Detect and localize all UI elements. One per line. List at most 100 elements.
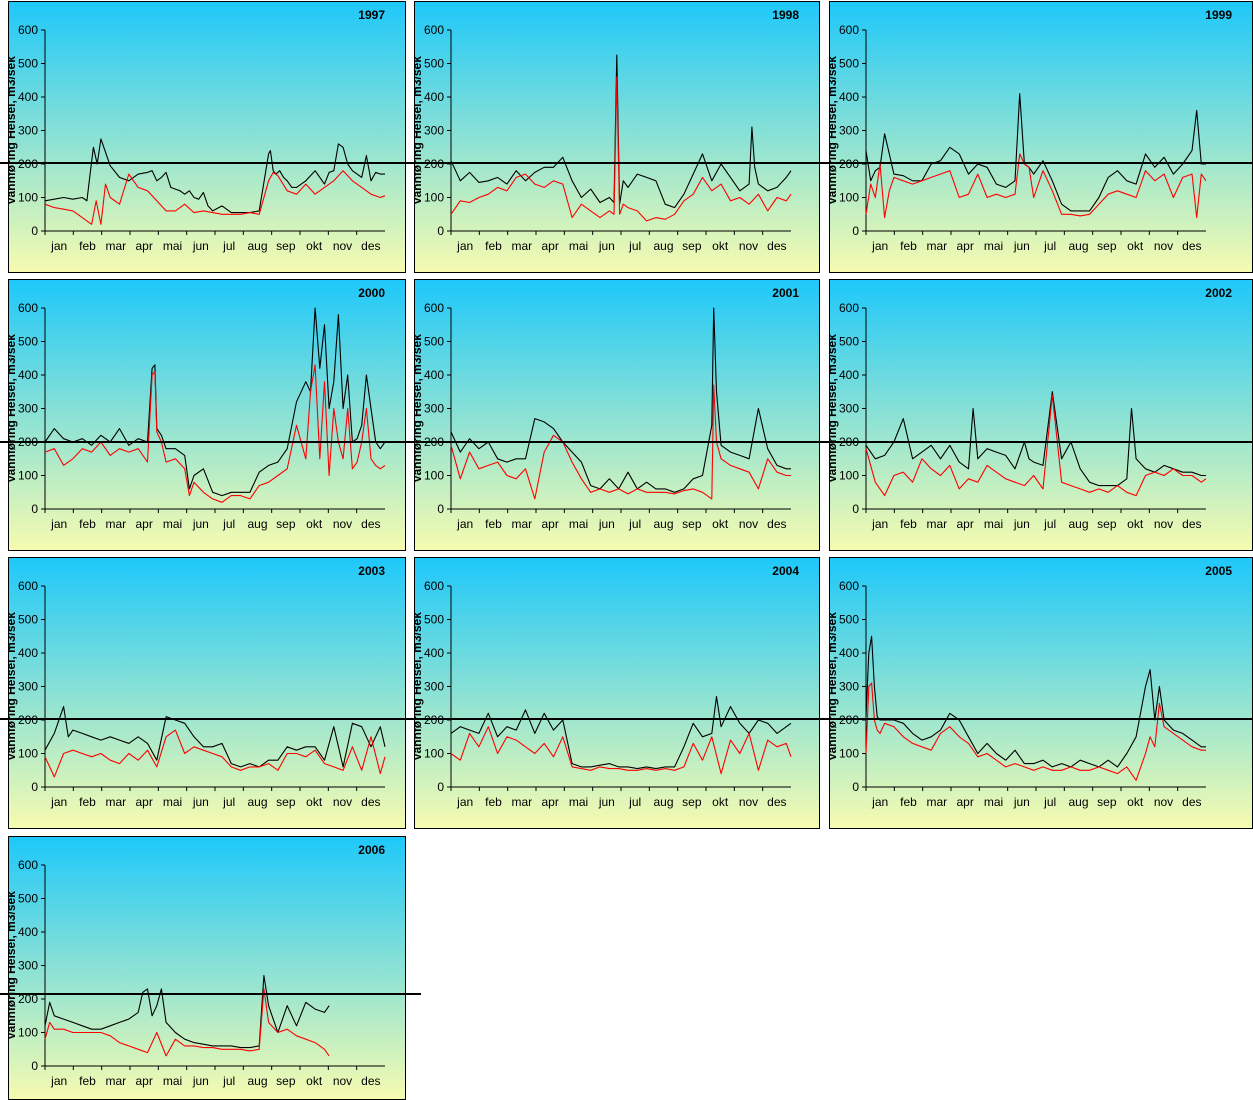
chart-title: 1997 — [358, 8, 385, 22]
y-tick-label: 500 — [839, 335, 859, 349]
x-tick-label: jun — [192, 1074, 209, 1088]
chart-title: 1998 — [772, 8, 799, 22]
x-tick-label: apr — [956, 795, 973, 809]
y-tick-label: 0 — [437, 780, 444, 794]
x-tick-label: okt — [712, 239, 729, 253]
x-tick-label: feb — [900, 795, 917, 809]
x-tick-label: aug — [653, 795, 673, 809]
y-tick-label: 200 — [424, 713, 444, 727]
chart-title: 2004 — [772, 564, 799, 578]
y-tick-label: 0 — [852, 224, 859, 238]
x-tick-label: mar — [511, 795, 532, 809]
y-tick-label: 400 — [839, 90, 859, 104]
x-tick-label: mai — [984, 517, 1003, 531]
x-tick-label: nov — [739, 517, 758, 531]
series-line-red — [865, 394, 1207, 497]
y-tick-label: 500 — [424, 335, 444, 349]
y-tick-label: 400 — [18, 646, 38, 660]
chart-panel-1998: 0 100 200 300 400 500 600 jan feb mar apr mai jun jul… — [414, 1, 820, 273]
x-tick-label: sep — [1097, 239, 1117, 253]
x-tick-label: jul — [1043, 517, 1056, 531]
x-tick-label: mar — [105, 517, 126, 531]
y-tick-label: 600 — [424, 23, 444, 37]
y-tick-label: 0 — [31, 502, 38, 516]
y-tick-label: 200 — [18, 992, 38, 1006]
x-tick-label: okt — [306, 517, 323, 531]
x-tick-label: jun — [1013, 795, 1030, 809]
x-tick-label: des — [361, 1074, 380, 1088]
y-tick-label: 300 — [424, 124, 444, 138]
y-tick-label: 300 — [18, 680, 38, 694]
y-tick-label: 100 — [839, 191, 859, 205]
series-line-black — [44, 975, 330, 1049]
y-axis-label: Vannføring Heisel, m3/sek — [830, 612, 839, 761]
x-tick-label: jan — [50, 795, 67, 809]
y-tick-label: 600 — [839, 23, 859, 37]
y-tick-label: 300 — [424, 680, 444, 694]
x-tick-label: nov — [333, 795, 352, 809]
x-tick-label: nov — [739, 795, 758, 809]
y-tick-label: 600 — [424, 579, 444, 593]
y-tick-label: 100 — [839, 469, 859, 483]
y-axis-label: Vannføring Heisel, m3/sek — [415, 56, 424, 205]
x-tick-label: feb — [485, 795, 502, 809]
chart-title: 2005 — [1205, 564, 1232, 578]
x-tick-label: mar — [105, 795, 126, 809]
x-tick-label: aug — [1068, 239, 1088, 253]
y-tick-label: 500 — [424, 613, 444, 627]
y-axis-label: Vannføring Heisel, m3/sek — [830, 56, 839, 205]
y-tick-label: 400 — [424, 646, 444, 660]
x-tick-label: sep — [682, 795, 702, 809]
y-tick-label: 600 — [424, 301, 444, 315]
x-tick-label: jun — [598, 517, 615, 531]
chart-panel-2000: 0 100 200 300 400 500 600 jan feb mar apr mai jun jul… — [8, 279, 406, 551]
y-tick-label: 500 — [839, 613, 859, 627]
y-tick-label: 0 — [437, 502, 444, 516]
x-tick-label: jun — [192, 239, 209, 253]
x-tick-label: aug — [1068, 795, 1088, 809]
y-tick-label: 100 — [424, 747, 444, 761]
chart-background — [9, 2, 405, 272]
x-tick-label: jun — [1013, 239, 1030, 253]
x-tick-label: jul — [1043, 239, 1056, 253]
x-tick-label: mar — [926, 239, 947, 253]
y-tick-label: 100 — [18, 469, 38, 483]
x-tick-label: mai — [163, 795, 182, 809]
y-tick-label: 100 — [18, 1026, 38, 1040]
y-axis-label: Vannføring Heisel, m3/sek — [9, 612, 18, 761]
x-tick-label: sep — [682, 239, 702, 253]
x-tick-label: okt — [1127, 795, 1144, 809]
x-tick-label: apr — [135, 517, 152, 531]
x-tick-label: jun — [192, 795, 209, 809]
chart-title: 2001 — [772, 286, 799, 300]
x-tick-label: jan — [50, 1074, 67, 1088]
y-tick-label: 300 — [424, 402, 444, 416]
chart-background — [415, 280, 819, 550]
x-tick-label: mar — [511, 239, 532, 253]
chart-panel-2004: 0 100 200 300 400 500 600 jan feb mar apr mai jun jul… — [414, 557, 820, 829]
x-tick-label: feb — [485, 517, 502, 531]
x-tick-label: jan — [50, 239, 67, 253]
x-tick-label: mai — [984, 239, 1003, 253]
x-tick-label: jan — [456, 517, 473, 531]
x-tick-label: sep — [682, 517, 702, 531]
y-tick-label: 200 — [839, 157, 859, 171]
chart-panel-2005: 0 100 200 300 400 500 600 jan feb mar apr mai jun jul… — [829, 557, 1253, 829]
x-tick-label: jul — [628, 239, 641, 253]
x-tick-label: okt — [712, 795, 729, 809]
x-tick-label: nov — [333, 239, 352, 253]
x-tick-label: aug — [1068, 517, 1088, 531]
x-tick-label: mar — [511, 517, 532, 531]
x-tick-label: jul — [222, 1074, 235, 1088]
chart-title: 2003 — [358, 564, 385, 578]
x-tick-label: mai — [569, 239, 588, 253]
y-tick-label: 600 — [18, 579, 38, 593]
chart-background — [830, 2, 1252, 272]
series-line-red — [44, 988, 330, 1057]
x-tick-label: sep — [1097, 795, 1117, 809]
x-tick-label: jun — [192, 517, 209, 531]
